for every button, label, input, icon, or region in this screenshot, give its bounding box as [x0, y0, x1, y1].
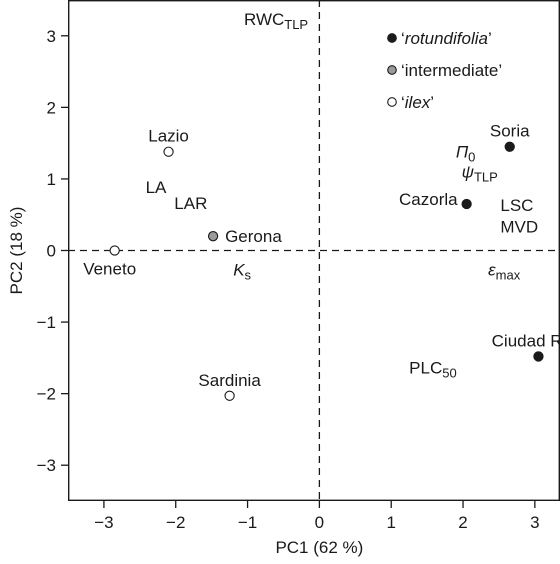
y-tick-label: 1	[47, 170, 56, 189]
variable-label: RWCTLP	[244, 10, 308, 32]
plot-frame	[67, 0, 560, 502]
legend-series-name: intermediate	[405, 61, 499, 80]
variable-label-main: ψ	[462, 162, 474, 181]
variable-label-main: LAR	[174, 194, 207, 213]
variable-label: εmax	[488, 261, 521, 283]
variable-label-main: PLC	[409, 359, 442, 378]
data-point	[533, 351, 544, 362]
data-points: Lazio Veneto Gerona Sardinia Soria Cazorla Ciu…	[83, 122, 560, 401]
data-point-label: Cazorla	[399, 190, 458, 209]
variable-label-subscript: TLP	[474, 169, 498, 184]
legend-marker	[387, 97, 397, 107]
y-tick-label: 3	[47, 27, 56, 46]
axes	[67, 0, 560, 502]
x-tick-label: 2	[458, 513, 467, 532]
legend-quote-close: ’	[488, 29, 492, 48]
y-tick-label: −3	[37, 456, 56, 475]
variable-label-main: Π	[456, 142, 469, 161]
variable-label: Π0	[456, 142, 476, 164]
x-tick-label: −3	[94, 513, 113, 532]
legend-quote-open: ‘	[401, 29, 405, 48]
reference-lines	[68, 0, 560, 501]
legend-quote-close: ’	[498, 61, 502, 80]
variable-label-main: LA	[146, 178, 167, 197]
legend-label: ‘rotundifolia’	[401, 29, 492, 48]
data-point	[504, 141, 515, 152]
variable-label-main: K	[233, 261, 245, 280]
legend-quote-open: ‘	[401, 93, 405, 112]
data-point	[224, 390, 235, 401]
data-point	[163, 146, 174, 157]
legend-marker	[387, 33, 397, 43]
variable-label-subscript: 0	[468, 149, 475, 164]
variable-label: ψTLP	[462, 162, 498, 184]
legend-label: ‘ilex’	[401, 93, 434, 112]
y-axis-title: PC2 (18 %)	[7, 207, 26, 295]
variable-label-main: RWC	[244, 10, 284, 29]
data-point-label: Lazio	[148, 127, 189, 146]
variable-label: Ks	[233, 261, 251, 283]
variable-label-subscript: 50	[442, 365, 456, 380]
legend-series-name: rotundifolia	[405, 29, 488, 48]
x-axis-ticks: −3 −2 −1 0 1 2 3	[94, 501, 540, 532]
y-tick-label: 2	[47, 98, 56, 117]
y-axis-ticks: −3 −2 −1 0 1 2 3	[37, 27, 68, 475]
data-point-label: Soria	[490, 122, 530, 141]
y-tick-label: −2	[37, 385, 56, 404]
y-tick-label: 0	[47, 242, 56, 261]
data-point-label: Gerona	[225, 227, 282, 246]
variable-label: LAR	[174, 194, 207, 213]
variable-label: MVD	[500, 218, 538, 237]
variable-label: LA	[146, 178, 167, 197]
variable-label-main: MVD	[500, 218, 538, 237]
x-tick-label: 0	[315, 513, 324, 532]
variable-label-main: ε	[488, 261, 496, 280]
legend: ‘rotundifolia’‘intermediate’‘ilex’	[387, 29, 502, 112]
variable-label: PLC50	[409, 359, 457, 381]
x-tick-label: 1	[386, 513, 395, 532]
legend-quote-open: ‘	[401, 61, 405, 80]
legend-label: ‘intermediate’	[401, 61, 502, 80]
variable-label: LSC	[500, 196, 533, 215]
x-tick-label: 3	[530, 513, 539, 532]
legend-quote-close: ’	[430, 93, 434, 112]
data-point	[461, 198, 472, 210]
legend-marker	[387, 65, 397, 75]
variable-label-subscript: s	[245, 267, 252, 282]
x-tick-label: −1	[238, 513, 257, 532]
data-point	[109, 245, 120, 256]
variable-label-subscript: max	[496, 267, 521, 282]
legend-series-name: ilex	[405, 93, 431, 112]
data-point-label: Sardinia	[198, 371, 261, 390]
y-tick-label: −1	[37, 313, 56, 332]
x-axis-title: PC1 (62 %)	[275, 538, 363, 557]
variable-label-subscript: TLP	[284, 17, 308, 32]
data-point-label: Ciudad Real	[492, 331, 560, 350]
variable-label-main: LSC	[500, 196, 533, 215]
x-tick-label: −2	[166, 513, 185, 532]
data-point-label: Veneto	[83, 260, 136, 279]
data-point	[207, 231, 219, 242]
